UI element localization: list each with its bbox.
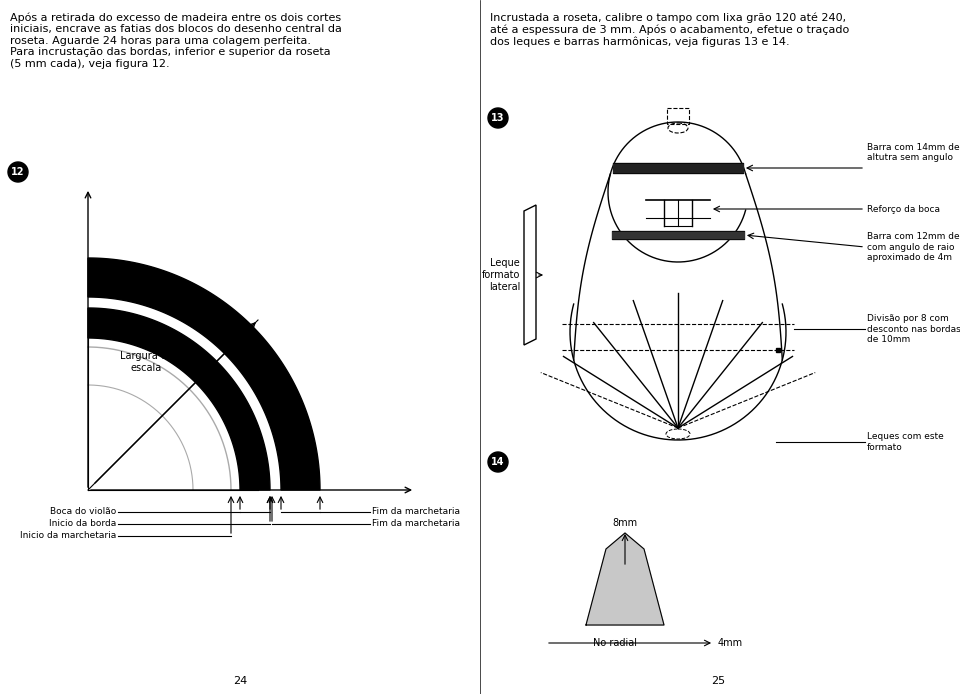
- Text: Barra com 12mm de
com angulo de raio
aproximado de 4m: Barra com 12mm de com angulo de raio apr…: [867, 232, 960, 262]
- Text: 13: 13: [492, 113, 505, 123]
- Polygon shape: [88, 308, 270, 490]
- Text: 8mm: 8mm: [612, 518, 637, 528]
- Text: Boca do violão: Boca do violão: [50, 507, 116, 516]
- Text: 24: 24: [233, 676, 247, 686]
- Polygon shape: [88, 258, 320, 490]
- Text: Leques com este
formato: Leques com este formato: [867, 432, 944, 452]
- Circle shape: [488, 108, 508, 128]
- Text: No radial: No radial: [593, 638, 637, 648]
- Text: Fim da marchetaria: Fim da marchetaria: [372, 507, 460, 516]
- Circle shape: [8, 162, 28, 182]
- Text: Após a retirada do excesso de madeira entre os dois cortes
iniciais, encrave as : Após a retirada do excesso de madeira en…: [10, 12, 342, 69]
- Text: Incrustada a roseta, calibre o tampo com lixa grão 120 até 240,
até a espessura : Incrustada a roseta, calibre o tampo com…: [490, 12, 850, 47]
- Text: Inicio da marchetaria: Inicio da marchetaria: [20, 532, 116, 541]
- Text: Fim da marchetaria: Fim da marchetaria: [372, 520, 460, 529]
- Text: Inicio da borda: Inicio da borda: [49, 520, 116, 529]
- Text: Leque
formato
lateral: Leque formato lateral: [482, 258, 520, 291]
- Text: Divisão por 8 com
desconto nas bordas
de 10mm: Divisão por 8 com desconto nas bordas de…: [867, 314, 960, 344]
- Text: Largura da
escala: Largura da escala: [119, 351, 173, 373]
- Text: 12: 12: [12, 167, 25, 177]
- Text: 25: 25: [711, 676, 725, 686]
- Text: Reforço da boca: Reforço da boca: [867, 205, 940, 214]
- Text: 4mm: 4mm: [718, 638, 743, 648]
- Text: Barra com 14mm de
altutra sem angulo: Barra com 14mm de altutra sem angulo: [867, 142, 960, 162]
- Circle shape: [488, 452, 508, 472]
- Polygon shape: [586, 533, 664, 625]
- Text: 14: 14: [492, 457, 505, 467]
